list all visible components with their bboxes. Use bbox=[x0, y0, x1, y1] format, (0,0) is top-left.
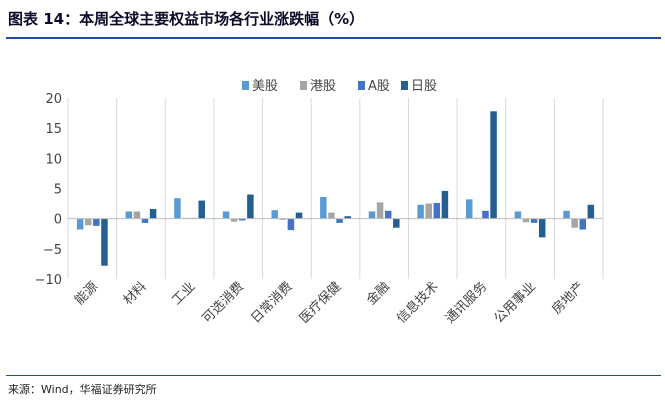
bar bbox=[76, 218, 84, 230]
bar bbox=[376, 202, 384, 219]
bar bbox=[239, 218, 246, 221]
legend-swatch bbox=[401, 81, 408, 90]
bar bbox=[417, 204, 424, 219]
bar bbox=[441, 190, 449, 219]
chart-legend: 美股 港股 A股 日股 bbox=[242, 79, 437, 94]
bar bbox=[101, 218, 108, 266]
y-tick-label: 0 bbox=[54, 213, 62, 228]
y-tick-label: 20 bbox=[45, 92, 62, 107]
bar bbox=[482, 210, 489, 219]
category-label: 通讯服务 bbox=[442, 279, 490, 327]
bar bbox=[563, 210, 570, 219]
category-label: 日常消费 bbox=[248, 279, 295, 326]
y-tick-label: −5 bbox=[43, 243, 62, 258]
bar bbox=[149, 209, 157, 219]
category-label: 工业 bbox=[169, 279, 198, 308]
bar bbox=[133, 211, 141, 219]
bar bbox=[320, 196, 327, 219]
category-dividers bbox=[67, 98, 604, 279]
bar bbox=[344, 216, 351, 219]
bars bbox=[76, 111, 595, 266]
bar bbox=[328, 212, 335, 219]
legend-label: 美股 bbox=[252, 79, 278, 94]
bar bbox=[530, 218, 538, 223]
bar bbox=[425, 203, 432, 219]
bar bbox=[93, 218, 100, 226]
y-axis: −10 −5 0 5 10 15 20 bbox=[35, 92, 62, 288]
bar bbox=[271, 210, 278, 219]
legend-label: A股 bbox=[368, 79, 390, 94]
bar bbox=[287, 218, 295, 231]
bar bbox=[125, 211, 133, 219]
y-tick-label: −10 bbox=[35, 273, 62, 288]
x-axis: 能源 材料 工业 可选消费 日常消费 医疗保健 金融 信息技术 通讯服务 公用事业 房地产 bbox=[68, 218, 603, 327]
bar bbox=[141, 218, 149, 223]
y-tick-label: 15 bbox=[45, 122, 62, 137]
bar bbox=[198, 200, 205, 219]
bar bbox=[222, 211, 230, 219]
category-label: 能源 bbox=[72, 279, 101, 308]
category-label: 医疗保健 bbox=[297, 279, 344, 326]
bar bbox=[279, 218, 287, 220]
bar bbox=[295, 212, 303, 219]
category-label: 房地产 bbox=[549, 279, 588, 318]
bar bbox=[522, 218, 530, 223]
category-label: 公用事业 bbox=[491, 279, 538, 326]
legend-label: 港股 bbox=[310, 79, 336, 94]
bar bbox=[247, 194, 254, 219]
bar bbox=[230, 218, 238, 222]
category-label: 信息技术 bbox=[394, 279, 442, 327]
y-tick-label: 5 bbox=[54, 183, 62, 198]
source-note: 来源：Wind，华福证券研究所 bbox=[8, 383, 157, 396]
bar bbox=[368, 211, 376, 219]
chart-title: 图表 14：本周全球主要权益市场各行业涨跌幅（%） bbox=[8, 10, 365, 28]
bar bbox=[490, 111, 497, 219]
bar bbox=[579, 218, 586, 230]
category-label: 材料 bbox=[121, 279, 150, 308]
legend-swatch bbox=[300, 81, 307, 90]
legend-swatch bbox=[242, 81, 249, 90]
bar bbox=[433, 202, 441, 219]
bar bbox=[514, 211, 522, 219]
category-label: 金融 bbox=[363, 279, 393, 309]
bar bbox=[393, 218, 400, 228]
y-tick-label: 10 bbox=[45, 152, 62, 167]
bar bbox=[538, 218, 546, 238]
bar bbox=[571, 218, 578, 228]
bar bbox=[466, 199, 473, 219]
bar bbox=[384, 210, 392, 219]
category-label: 可选消费 bbox=[200, 279, 247, 326]
title-divider bbox=[6, 37, 661, 39]
bar bbox=[336, 218, 343, 223]
source-divider bbox=[6, 375, 661, 376]
bar bbox=[587, 204, 595, 219]
legend-swatch bbox=[358, 81, 365, 90]
legend-label: 日股 bbox=[411, 79, 437, 94]
bar bbox=[85, 218, 92, 226]
bar bbox=[174, 198, 181, 219]
